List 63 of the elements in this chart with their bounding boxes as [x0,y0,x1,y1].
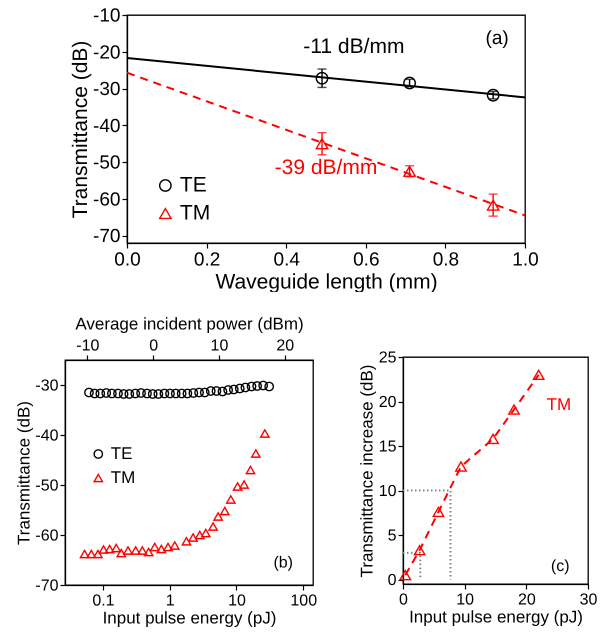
x-tick-label: 0.2 [194,250,220,270]
legend-label: TM [110,468,136,487]
annotation: (b) [273,554,294,572]
x-tick-label: 0.4 [273,250,300,270]
x-tick-label: 30 [580,592,598,608]
y-tick-label: -10 [93,6,120,26]
y-tick-label: 5 [388,528,397,545]
x2-tick-label: -10 [76,338,100,354]
x2-axis-title: Average incident power (dBm) [75,314,304,334]
y-tick-label: -60 [35,528,59,544]
y-tick-label: 0 [388,572,397,590]
annotation: -39 dB/mm [274,156,378,179]
point [432,506,444,518]
y-tick-label: -50 [35,478,59,494]
y-tick-label: -60 [93,189,120,210]
x-tick-label: 10 [456,592,474,608]
y-tick-label: -30 [93,79,120,100]
legend-label: TE [110,444,133,463]
point [486,199,500,211]
y-axis-title: Transmittance increase (dB) [358,364,377,578]
legend-label: TM [180,202,210,224]
point [508,404,520,415]
y-tick-label: -40 [35,428,59,444]
y-tick-label: -70 [35,578,59,594]
x-tick-label: 100 [290,592,318,610]
series-label: TM [546,394,572,414]
x-tick-label: 10 [228,592,246,610]
x-tick-label: 0 [399,592,408,608]
y-tick-label: -40 [93,116,120,137]
y-tick-label: -20 [93,42,120,64]
y-axis-title: Transmittance (dB) [69,40,92,218]
y-axis-title: Transmittance (dB) [14,401,34,545]
point [414,544,426,556]
x-axis-title: Waveguide length (mm) [215,270,438,294]
x-tick-label: 20 [518,592,536,608]
point [316,72,328,85]
x-tick-label: 0.1 [92,592,115,610]
y-tick-label: 25 [378,350,397,366]
x2-tick-label: 20 [276,338,294,354]
legend-label: TE [180,174,207,196]
y-tick-label: -70 [93,226,120,248]
annotation: (a) [486,28,509,49]
point [455,461,467,472]
point [487,434,499,444]
x-tick-label: 1.0 [512,250,539,270]
annotation: -11 dB/mm [303,34,404,58]
y-tick-label: -30 [35,378,59,394]
x2-tick-label: 10 [210,338,228,354]
point [316,138,328,150]
x-axis-title: Input pulse energy (pJ) [102,608,276,628]
point [532,370,545,380]
y-tick-label: 20 [378,394,397,412]
y-tick-label: -50 [93,152,120,174]
x2-tick-label: 0 [149,338,158,354]
x-axis-title: Input pulse energy (pJ) [409,608,583,626]
x-tick-label: 0.6 [353,250,380,270]
annotation: (c) [550,558,570,575]
y-tick-label: 10 [378,483,397,500]
x-tick-label: 1 [166,592,175,610]
x-tick-label: 0.8 [432,250,460,270]
x-tick-label: 0.0 [114,250,141,270]
point [399,570,412,580]
y-tick-label: 15 [378,438,397,456]
